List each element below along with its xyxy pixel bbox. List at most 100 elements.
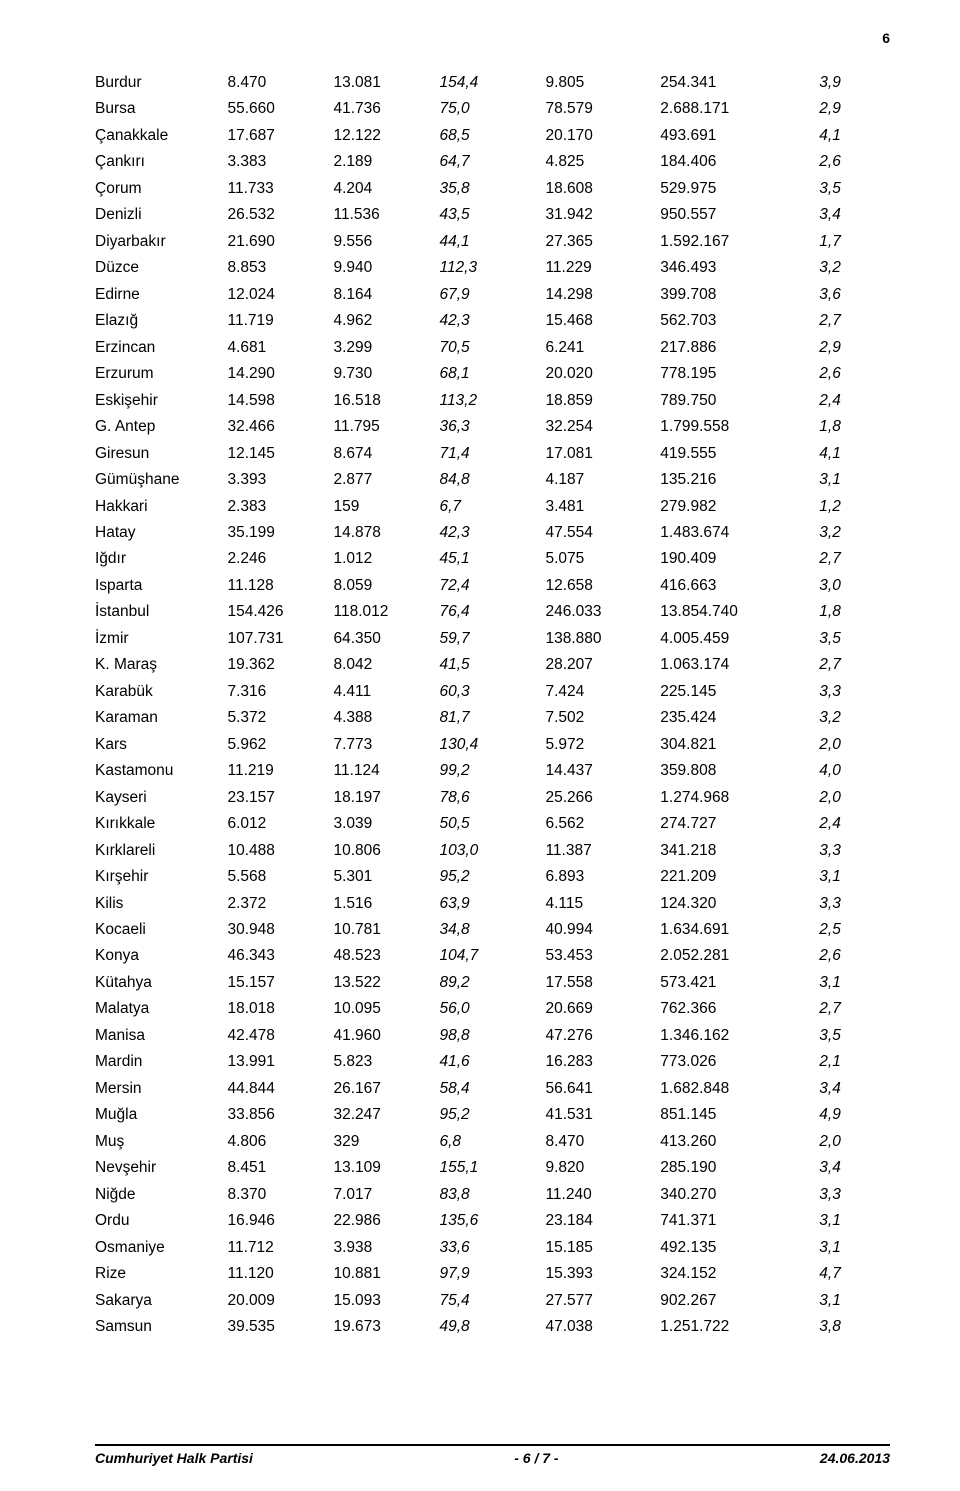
- table-cell: 2,7: [819, 308, 890, 334]
- table-cell: Kırıkkale: [95, 811, 228, 837]
- table-row: Erzurum14.2909.73068,120.020778.1952,6: [95, 361, 890, 387]
- table-row: Erzincan4.6813.29970,56.241217.8862,9: [95, 335, 890, 361]
- table-cell: 5.972: [545, 732, 660, 758]
- table-cell: 3,4: [819, 202, 890, 228]
- table-cell: 18.018: [228, 996, 334, 1022]
- table-cell: K. Maraş: [95, 652, 228, 678]
- table-cell: 17.081: [545, 441, 660, 467]
- table-cell: 159: [333, 494, 439, 520]
- table-cell: 3,1: [819, 467, 890, 493]
- table-cell: 2,6: [819, 943, 890, 969]
- table-cell: 32.247: [333, 1102, 439, 1128]
- table-cell: 23.157: [228, 785, 334, 811]
- table-cell: 135,6: [439, 1208, 545, 1234]
- table-cell: 83,8: [439, 1182, 545, 1208]
- table-cell: 9.805: [545, 70, 660, 96]
- table-cell: 46.343: [228, 943, 334, 969]
- table-cell: 762.366: [660, 996, 819, 1022]
- table-row: Diyarbakır21.6909.55644,127.3651.592.167…: [95, 229, 890, 255]
- table-cell: 1.634.691: [660, 917, 819, 943]
- table-cell: 10.806: [333, 838, 439, 864]
- table-row: K. Maraş19.3628.04241,528.2071.063.1742,…: [95, 652, 890, 678]
- table-cell: 56,0: [439, 996, 545, 1022]
- table-cell: Kırşehir: [95, 864, 228, 890]
- table-cell: 4.962: [333, 308, 439, 334]
- table-cell: 2.052.281: [660, 943, 819, 969]
- table-cell: 4.005.459: [660, 626, 819, 652]
- table-cell: 11.124: [333, 758, 439, 784]
- table-cell: Sakarya: [95, 1288, 228, 1314]
- table-cell: 3,3: [819, 679, 890, 705]
- table-cell: 3.039: [333, 811, 439, 837]
- table-cell: 8.042: [333, 652, 439, 678]
- table-cell: 70,5: [439, 335, 545, 361]
- table-cell: 2.372: [228, 891, 334, 917]
- footer-row: Cumhuriyet Halk Partisi - 6 / 7 - 24.06.…: [95, 1450, 890, 1466]
- table-row: Burdur8.47013.081154,49.805254.3413,9: [95, 70, 890, 96]
- table-cell: 97,9: [439, 1261, 545, 1287]
- table-cell: 15.185: [545, 1235, 660, 1261]
- table-cell: 14.298: [545, 282, 660, 308]
- table-cell: 529.975: [660, 176, 819, 202]
- table-cell: 4.204: [333, 176, 439, 202]
- table-cell: 3,3: [819, 1182, 890, 1208]
- table-cell: 13.522: [333, 970, 439, 996]
- table-cell: 9.730: [333, 361, 439, 387]
- table-cell: Diyarbakır: [95, 229, 228, 255]
- table-row: Isparta11.1288.05972,412.658416.6633,0: [95, 573, 890, 599]
- table-cell: 19.673: [333, 1314, 439, 1340]
- table-cell: 11.387: [545, 838, 660, 864]
- table-cell: Kastamonu: [95, 758, 228, 784]
- table-row: Nevşehir8.45113.109155,19.820285.1903,4: [95, 1155, 890, 1181]
- table-cell: İzmir: [95, 626, 228, 652]
- table-cell: 15.393: [545, 1261, 660, 1287]
- table-row: Kocaeli30.94810.78134,840.9941.634.6912,…: [95, 917, 890, 943]
- table-cell: 2,0: [819, 732, 890, 758]
- table-cell: 3,1: [819, 864, 890, 890]
- table-cell: Elazığ: [95, 308, 228, 334]
- table-cell: 42,3: [439, 520, 545, 546]
- table-cell: 27.365: [545, 229, 660, 255]
- table-cell: 221.209: [660, 864, 819, 890]
- table-cell: Niğde: [95, 1182, 228, 1208]
- table-cell: 78,6: [439, 785, 545, 811]
- table-cell: 33,6: [439, 1235, 545, 1261]
- table-cell: 26.167: [333, 1076, 439, 1102]
- table-cell: 13.991: [228, 1049, 334, 1075]
- table-cell: 31.942: [545, 202, 660, 228]
- table-cell: 7.773: [333, 732, 439, 758]
- table-row: Hatay35.19914.87842,347.5541.483.6743,2: [95, 520, 890, 546]
- table-cell: 7.424: [545, 679, 660, 705]
- footer-right: 24.06.2013: [820, 1450, 890, 1466]
- table-cell: 225.145: [660, 679, 819, 705]
- table-cell: İstanbul: [95, 599, 228, 625]
- table-cell: 107.731: [228, 626, 334, 652]
- table-cell: Çanakkale: [95, 123, 228, 149]
- table-cell: 32.254: [545, 414, 660, 440]
- table-cell: 113,2: [439, 388, 545, 414]
- table-cell: 18.859: [545, 388, 660, 414]
- footer-left: Cumhuriyet Halk Partisi: [95, 1450, 253, 1466]
- table-cell: 48.523: [333, 943, 439, 969]
- table-cell: 4.411: [333, 679, 439, 705]
- table-cell: 3,1: [819, 970, 890, 996]
- table-cell: 103,0: [439, 838, 545, 864]
- table-cell: 190.409: [660, 546, 819, 572]
- table-cell: 14.290: [228, 361, 334, 387]
- table-cell: 2.383: [228, 494, 334, 520]
- table-cell: Karabük: [95, 679, 228, 705]
- table-cell: 341.218: [660, 838, 819, 864]
- table-cell: 3.393: [228, 467, 334, 493]
- table-cell: 95,2: [439, 1102, 545, 1128]
- table-cell: 18.197: [333, 785, 439, 811]
- table-cell: 16.946: [228, 1208, 334, 1234]
- table-cell: 11.719: [228, 308, 334, 334]
- table-cell: 304.821: [660, 732, 819, 758]
- table-cell: 4.187: [545, 467, 660, 493]
- table-cell: 16.283: [545, 1049, 660, 1075]
- table-row: Düzce8.8539.940112,311.229346.4933,2: [95, 255, 890, 281]
- table-cell: 12.658: [545, 573, 660, 599]
- table-cell: 3,1: [819, 1208, 890, 1234]
- table-cell: 12.145: [228, 441, 334, 467]
- table-row: Çanakkale17.68712.12268,520.170493.6914,…: [95, 123, 890, 149]
